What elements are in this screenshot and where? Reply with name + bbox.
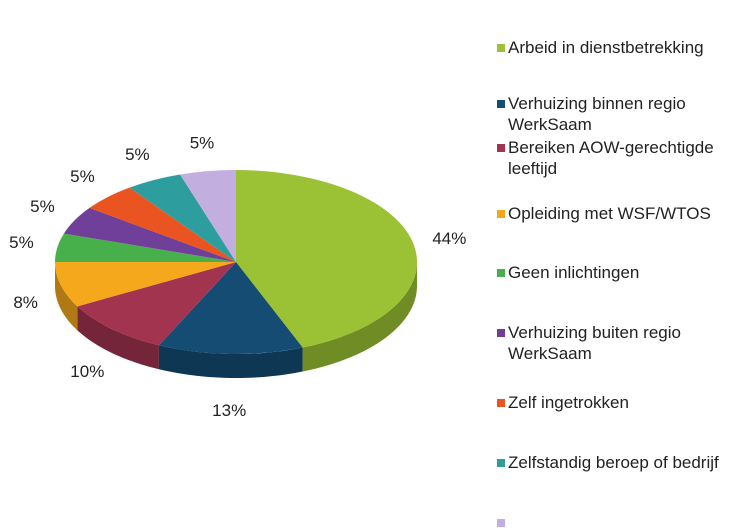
legend-item: Zelfstandig beroep of bedrijf bbox=[497, 452, 734, 473]
legend-swatch bbox=[497, 44, 505, 52]
data-label: 5% bbox=[125, 145, 150, 164]
data-label: 10% bbox=[70, 362, 104, 381]
legend-swatch bbox=[497, 519, 505, 527]
slice-side bbox=[158, 345, 303, 378]
legend-swatch bbox=[497, 459, 505, 467]
legend-swatch bbox=[497, 100, 505, 108]
data-label: 5% bbox=[70, 167, 95, 186]
legend-item: Bereiken AOW-gerechtigde leeftijd bbox=[497, 137, 734, 179]
legend-swatch bbox=[497, 144, 505, 152]
legend-swatch bbox=[497, 269, 505, 277]
legend-label: Verhuizing buiten regio WerkSaam bbox=[508, 323, 681, 363]
data-label: 44% bbox=[432, 229, 466, 248]
legend-label: Verhuizing binnen regio WerkSaam bbox=[508, 94, 686, 134]
legend-item: Verhuizing buiten regio WerkSaam bbox=[497, 322, 734, 364]
data-label: 5% bbox=[30, 197, 55, 216]
legend-swatch bbox=[497, 329, 505, 337]
pie-slice bbox=[63, 207, 237, 262]
data-label: 5% bbox=[190, 133, 215, 152]
pie-slice bbox=[236, 169, 418, 348]
pie-slice bbox=[129, 174, 236, 262]
slice-side bbox=[55, 262, 78, 331]
pie-slice bbox=[77, 262, 236, 346]
pie-slice bbox=[89, 187, 236, 262]
pie-slice bbox=[55, 262, 236, 307]
slice-side bbox=[77, 306, 159, 370]
legend-item: Verhuizing binnen regio WerkSaam bbox=[497, 93, 734, 135]
legend-item: Arbeid in dienstbetrekking bbox=[497, 37, 734, 58]
legend-label: Zelfstandig beroep of bedrijf bbox=[508, 453, 719, 472]
data-label: 8% bbox=[13, 293, 38, 312]
pie-slice bbox=[158, 262, 303, 354]
legend-swatch bbox=[497, 399, 505, 407]
pie-slice bbox=[180, 170, 236, 262]
legend-label: Bereiken AOW-gerechtigde leeftijd bbox=[508, 138, 714, 178]
pie-area: 44% 13% 10% 8% 5% 5% 5% 5% 5% bbox=[9, 133, 466, 420]
pie-slice bbox=[55, 233, 236, 262]
legend-swatch bbox=[497, 210, 505, 218]
legend-item: Geen inlichtingen bbox=[497, 262, 734, 283]
legend-label: Geen inlichtingen bbox=[508, 263, 640, 282]
legend-item: Zelf ingetrokken bbox=[497, 392, 734, 413]
data-label: 13% bbox=[212, 401, 246, 420]
legend-label: Arbeid in dienstbetrekking bbox=[508, 38, 704, 57]
data-label: 5% bbox=[9, 233, 34, 252]
slice-side bbox=[302, 262, 417, 372]
legend-label: Zelf ingetrokken bbox=[508, 393, 629, 412]
legend-label: Opleiding met WSF/WTOS bbox=[508, 204, 711, 223]
legend-item: Opleiding met WSF/WTOS bbox=[497, 203, 734, 224]
